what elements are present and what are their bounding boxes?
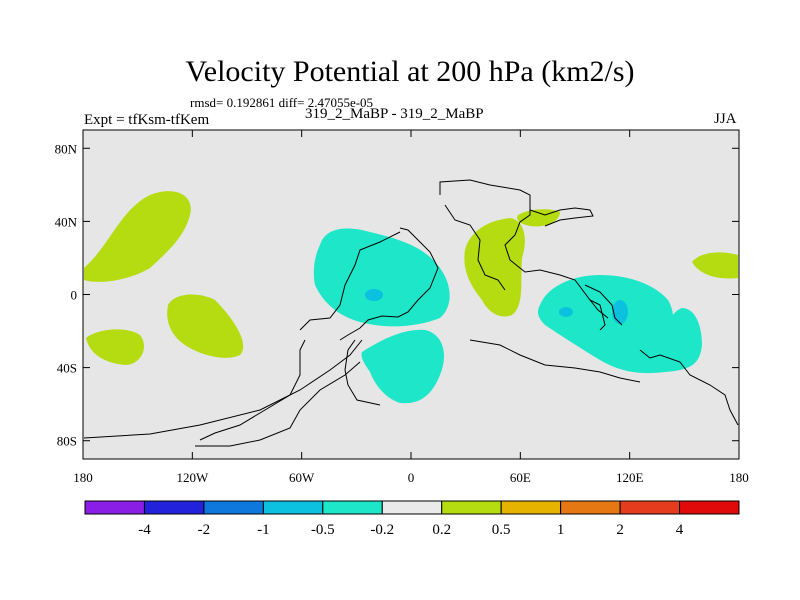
negative-core-indian-2	[612, 300, 628, 324]
coastline-south-america	[195, 339, 361, 447]
lon-tick-label: 120W	[176, 470, 209, 485]
colorbar-label: 4	[676, 522, 684, 538]
positive-anomaly-west-pacific	[692, 252, 738, 279]
colorbar-label: 0.2	[432, 522, 451, 538]
positive-anomaly-south-pacific-1	[167, 294, 244, 358]
lat-tick-label: 0	[71, 288, 78, 303]
lon-tick-label: 60W	[289, 470, 315, 485]
colorbar-label: -0.5	[311, 522, 335, 538]
runs-label: 319_2_MaBP - 319_2_MaBP	[305, 106, 484, 122]
negative-anomaly-atlantic-south	[361, 329, 445, 404]
coastline-europe-asia	[529, 207, 623, 326]
colorbar-swatch	[500, 500, 562, 515]
colorbar-label: 1	[557, 522, 565, 538]
colorbar-swatch	[203, 500, 264, 515]
lon-tick-label: 0	[408, 470, 415, 485]
coastline-layer	[83, 179, 739, 447]
lat-tick-label: 80S	[57, 434, 77, 449]
colorbar: -4 -2 -1 -0.5 -0.2 0.2 0.5 1 2 4	[84, 500, 740, 538]
colorbar-label: -0.2	[370, 522, 394, 538]
colorbar-label: -4	[138, 522, 151, 538]
lat-tick-label: 40S	[57, 361, 77, 376]
colorbar-label: -1	[257, 522, 270, 538]
colorbar-label: 0.5	[492, 522, 511, 538]
positive-anomaly-south-pacific-2	[86, 329, 145, 365]
colorbar-swatch	[679, 500, 740, 515]
colorbar-label: -2	[198, 522, 211, 538]
colorbar-swatch	[441, 500, 502, 515]
lon-tick-label: 180	[729, 470, 749, 485]
lat-tick-label: 40N	[55, 214, 78, 229]
axes-layer: 80N 40N 0 40S 80S 180 120W 60W 0 60E 120E 180	[55, 130, 749, 485]
lon-tick-label: 60E	[510, 470, 531, 485]
contour-fill-layer	[84, 191, 738, 404]
colorbar-swatch	[619, 500, 681, 515]
experiment-label: Expt = tfKsm-tfKem	[84, 112, 210, 128]
coastline-australia-southeast	[639, 349, 739, 426]
stats-text: rmsd= 0.192861 diff= 2.47055e-05	[190, 95, 374, 110]
lon-tick-label: 120E	[616, 470, 644, 485]
negative-core-atlantic	[365, 289, 383, 301]
colorbar-swatch	[143, 500, 205, 515]
lon-tick-label: 180	[73, 470, 93, 485]
colorbar-swatch	[381, 500, 443, 515]
page-title: Velocity Potential at 200 hPa (km2/s)	[185, 55, 635, 88]
positive-anomaly-north-pacific	[84, 191, 191, 282]
negative-anomaly-atlantic-north	[313, 228, 450, 327]
negative-core-indian-1	[559, 307, 573, 317]
season-label: JJA	[714, 111, 737, 127]
colorbar-swatch	[560, 500, 621, 515]
coastline-antarctic-edge	[469, 339, 641, 383]
lat-tick-label: 80N	[55, 141, 78, 156]
colorbar-swatch	[84, 500, 145, 515]
colorbar-label: 2	[616, 522, 624, 538]
colorbar-swatch	[262, 500, 324, 515]
negative-anomaly-indian-ocean	[537, 275, 702, 374]
colorbar-swatch	[322, 500, 383, 515]
coastline-americas	[83, 227, 439, 439]
